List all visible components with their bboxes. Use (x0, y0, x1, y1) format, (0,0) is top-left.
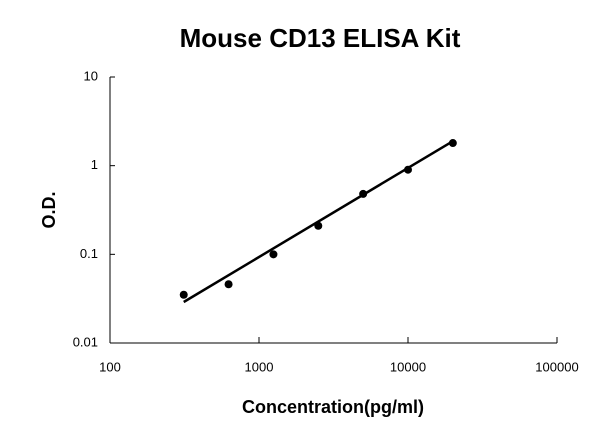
x-tick-label: 100 (99, 359, 121, 374)
x-tick-label: 10000 (390, 359, 426, 374)
trend-line (183, 140, 454, 304)
x-tick-label: 100000 (535, 359, 578, 374)
y-axis-label: O.D. (39, 191, 59, 228)
x-tick-label: 1000 (245, 359, 274, 374)
y-tick-label: 10 (84, 68, 98, 83)
data-point (314, 221, 323, 230)
data-point (269, 250, 278, 259)
data-point (359, 189, 368, 198)
data-point (224, 280, 233, 289)
y-tick-label: 0.1 (80, 246, 98, 261)
data-point (179, 290, 188, 299)
y-tick-label: 1 (91, 157, 98, 172)
x-axis-label: Concentration(pg/ml) (242, 397, 424, 417)
chart-title: Mouse CD13 ELISA Kit (180, 23, 461, 53)
y-tick-label: 0.01 (73, 334, 98, 349)
data-point (404, 165, 412, 174)
data-point (448, 139, 457, 148)
